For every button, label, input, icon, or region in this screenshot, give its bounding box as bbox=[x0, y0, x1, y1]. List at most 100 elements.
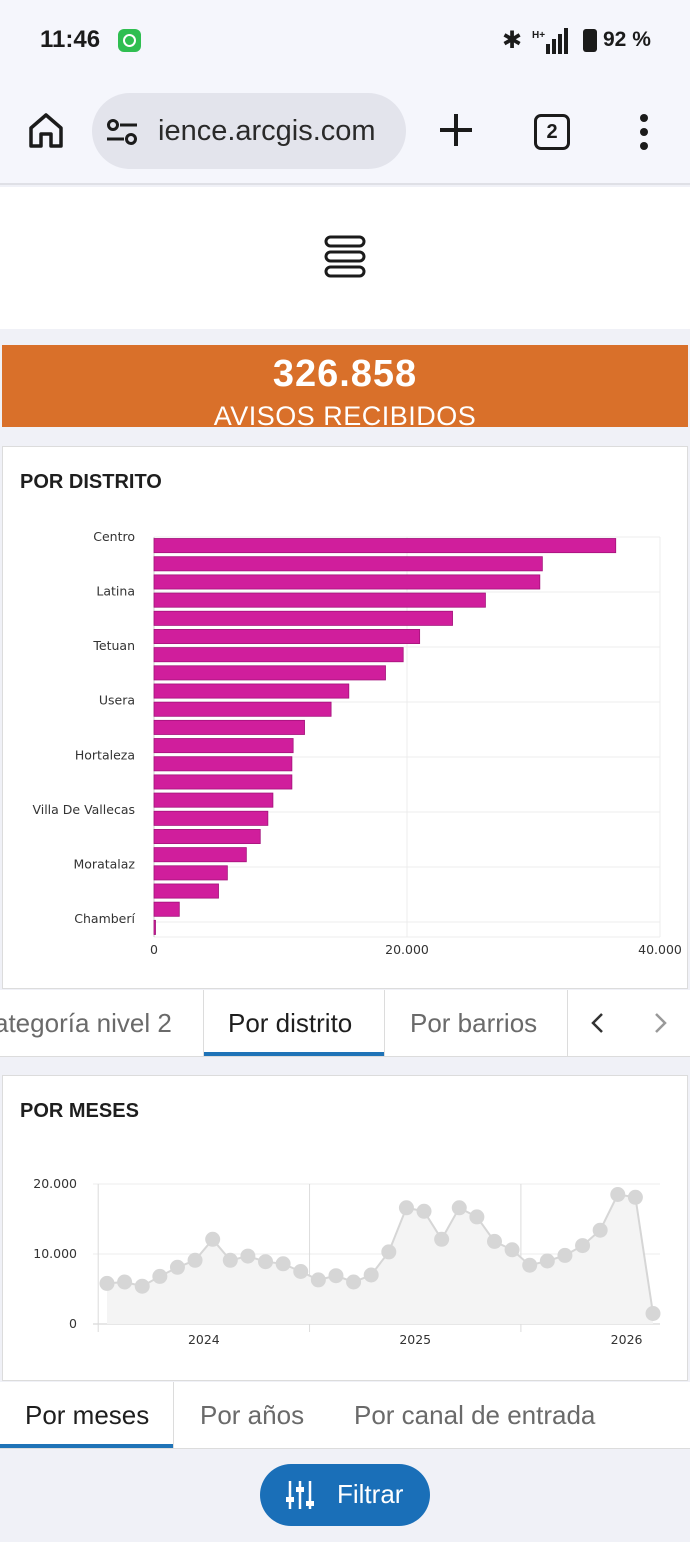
bar bbox=[153, 883, 219, 899]
bar bbox=[153, 719, 305, 735]
status-time: 11:46 bbox=[40, 26, 101, 53]
data-point bbox=[575, 1238, 591, 1254]
status-bar: 11:46 ✱ H+ 92 % bbox=[0, 0, 690, 82]
data-point bbox=[363, 1267, 379, 1283]
tab-label: Por canal de entrada bbox=[354, 1400, 596, 1430]
bar bbox=[153, 829, 261, 844]
bluetooth-icon: ✱ bbox=[502, 27, 523, 54]
months-line-chart: 0 10.000 20.000 2024 2025 2026 bbox=[33, 1176, 661, 1347]
data-point bbox=[381, 1244, 397, 1260]
tab-por-canal-de-entrada[interactable]: Por canal de entrada bbox=[330, 1382, 630, 1448]
data-point bbox=[134, 1278, 150, 1294]
district-card-title: POR DISTRITO bbox=[20, 471, 162, 493]
data-point bbox=[592, 1222, 608, 1238]
data-point bbox=[486, 1233, 502, 1249]
bar bbox=[153, 701, 332, 717]
chevron-left-icon[interactable] bbox=[588, 1012, 608, 1034]
tab-label: ategoría nivel 2 bbox=[0, 1008, 172, 1038]
x-tick-label: 2026 bbox=[611, 1332, 643, 1347]
category-label: Moratalaz bbox=[74, 856, 136, 871]
tab-por-distrito[interactable]: Por distrito bbox=[204, 990, 385, 1056]
tab-switcher-button[interactable]: 2 bbox=[534, 114, 570, 150]
filter-button[interactable]: Filtrar bbox=[260, 1464, 430, 1526]
battery-icon bbox=[583, 29, 597, 52]
data-point bbox=[258, 1254, 274, 1270]
bar bbox=[153, 865, 228, 881]
signal-icon: H+ bbox=[532, 28, 568, 54]
tab-label: Por barrios bbox=[410, 1008, 538, 1038]
category-label: Tetuan bbox=[92, 638, 135, 653]
bar bbox=[153, 683, 350, 699]
data-point bbox=[117, 1274, 133, 1290]
data-point bbox=[205, 1231, 221, 1247]
data-point bbox=[169, 1259, 185, 1275]
new-tab-icon[interactable] bbox=[436, 110, 476, 150]
months-card: POR MESES 0 10.000 20.000 2024 2025 2026 bbox=[2, 1075, 688, 1381]
tab-por-barrios[interactable]: Por barrios bbox=[385, 990, 568, 1056]
chevron-right-icon[interactable] bbox=[650, 1012, 670, 1034]
category-label: Latina bbox=[96, 584, 135, 599]
data-point bbox=[293, 1264, 309, 1279]
bar bbox=[153, 810, 269, 826]
y-tick-label: 0 bbox=[69, 1316, 77, 1331]
series-area bbox=[107, 1194, 653, 1324]
bar bbox=[153, 919, 156, 935]
site-settings-icon[interactable] bbox=[106, 119, 138, 145]
bar bbox=[153, 629, 421, 644]
home-icon[interactable] bbox=[26, 110, 66, 150]
category-label: Chamberí bbox=[74, 911, 135, 926]
data-point bbox=[645, 1306, 661, 1321]
filter-label: Filtrar bbox=[337, 1479, 404, 1509]
y-tick-label: 10.000 bbox=[33, 1246, 77, 1261]
x-tick-label: 0 bbox=[150, 942, 158, 957]
x-tick-label: 2025 bbox=[399, 1332, 431, 1347]
bar bbox=[153, 756, 293, 772]
address-bar[interactable]: ience.arcgis.com bbox=[92, 93, 406, 169]
bar bbox=[153, 538, 617, 554]
data-point bbox=[240, 1248, 256, 1264]
category-label: Villa De Vallecas bbox=[32, 802, 135, 817]
data-point bbox=[469, 1209, 485, 1225]
kpi-value: 326.858 bbox=[272, 353, 418, 395]
tab-label: Por meses bbox=[25, 1400, 150, 1430]
bar bbox=[153, 592, 486, 608]
data-point bbox=[275, 1256, 291, 1272]
data-point bbox=[416, 1203, 432, 1219]
category-label: Hortaleza bbox=[75, 747, 135, 762]
kpi-label: AVISOS RECIBIDOS bbox=[213, 401, 477, 427]
data-point bbox=[310, 1272, 326, 1288]
battery-level: 92 % bbox=[603, 28, 651, 51]
whatsapp-icon bbox=[118, 29, 141, 52]
tab-label: Por distrito bbox=[228, 1008, 353, 1038]
filter-sliders-icon bbox=[286, 1481, 314, 1509]
district-card: POR DISTRITO Centro Latina Tetuan Usera Hort… bbox=[2, 446, 688, 989]
bar bbox=[153, 901, 180, 917]
tab-por-meses[interactable]: Por meses bbox=[0, 1382, 174, 1448]
data-point bbox=[451, 1200, 467, 1216]
data-point bbox=[152, 1268, 168, 1284]
tab-categoria-nivel-2[interactable]: ategoría nivel 2 bbox=[0, 990, 204, 1056]
tab-label: Por años bbox=[200, 1400, 305, 1430]
tab-por-anos[interactable]: Por años bbox=[174, 1382, 330, 1448]
y-tick-label: 20.000 bbox=[33, 1176, 77, 1191]
kpi-banner: 326.858 AVISOS RECIBIDOS bbox=[2, 345, 688, 427]
url-text[interactable]: ience.arcgis.com bbox=[158, 115, 376, 147]
bar bbox=[153, 792, 274, 808]
district-bar-chart: Centro Latina Tetuan Usera Hortaleza Villa De… bbox=[32, 529, 681, 957]
bar bbox=[153, 556, 543, 572]
data-point bbox=[222, 1252, 238, 1268]
bar bbox=[153, 665, 386, 681]
category-label: Usera bbox=[99, 693, 135, 708]
more-menu-icon[interactable] bbox=[632, 112, 656, 152]
months-card-title: POR MESES bbox=[20, 1100, 139, 1122]
data-point bbox=[187, 1252, 203, 1268]
data-point bbox=[539, 1253, 555, 1269]
x-tick-label: 20.000 bbox=[385, 942, 429, 957]
data-point bbox=[557, 1247, 573, 1263]
data-point bbox=[504, 1242, 520, 1258]
hamburger-menu-icon[interactable] bbox=[324, 235, 366, 279]
data-point bbox=[522, 1257, 538, 1273]
data-point bbox=[610, 1187, 626, 1202]
data-point bbox=[99, 1275, 115, 1291]
data-point bbox=[398, 1200, 414, 1216]
